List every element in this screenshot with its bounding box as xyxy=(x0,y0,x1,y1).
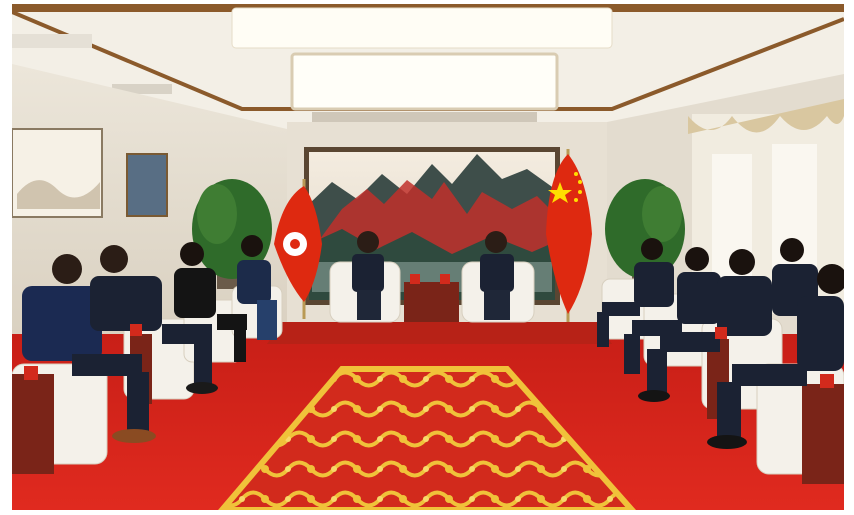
ceiling-light-outer xyxy=(231,7,613,49)
ceiling-vent-2 xyxy=(112,84,172,94)
center-right-person xyxy=(480,231,514,320)
china-flag xyxy=(546,149,592,322)
meeting-photo xyxy=(12,4,844,510)
carpet-back-band xyxy=(267,322,612,344)
ceiling-light-inner xyxy=(290,52,559,111)
center-left-person xyxy=(352,231,384,320)
right-row-people xyxy=(597,238,844,449)
meeting-room-scene xyxy=(12,4,844,510)
hong-kong-flag xyxy=(274,179,322,319)
ceiling-vent-3 xyxy=(312,112,537,122)
center-table xyxy=(404,282,459,322)
patterned-rug xyxy=(218,366,637,510)
left-row-people xyxy=(22,235,277,443)
right-row-sofas xyxy=(601,278,844,484)
curtain-valance xyxy=(688,99,844,134)
small-painting xyxy=(126,153,168,217)
ceiling-vent xyxy=(12,34,92,48)
